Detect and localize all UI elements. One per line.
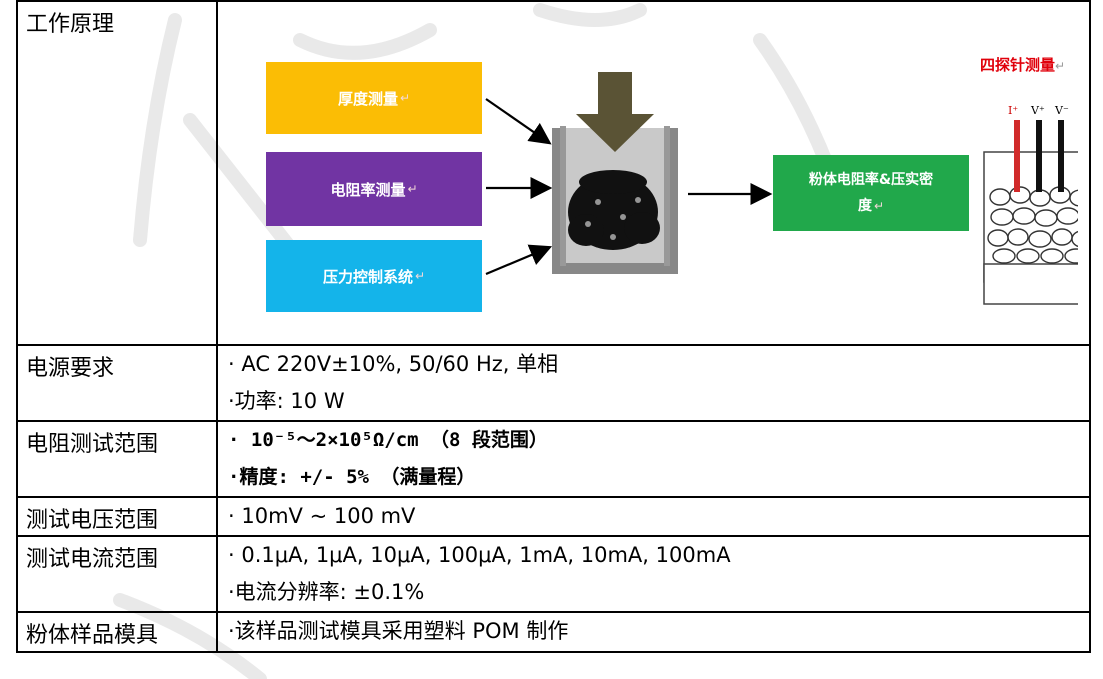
table-row: 电阻测试范围 · 10⁻⁵～2×10⁵Ω/cm （8 段范围） ·精度: +/-… <box>16 420 1091 498</box>
pressure-control-box: 压力控制系统 ↵ <box>266 240 482 312</box>
value-line: · AC 220V±10%, 50/60 Hz, 单相 <box>228 352 559 376</box>
probe-label-i-plus: I⁺ <box>1008 104 1018 117</box>
row-label: 电阻测试范围 <box>16 420 218 498</box>
row-value: · 0.1μA, 1μA, 10μA, 100μA, 1mA, 10mA, 10… <box>216 535 1091 613</box>
working-principle-diagram: I⁺ V⁺ V⁻ I⁻ 厚度测量↵ 电阻率测量↵ 压力控制系统↵ <box>218 2 1078 332</box>
row-value: · 10⁻⁵～2×10⁵Ω/cm （8 段范围） ·精度: +/- 5% （满量… <box>216 420 1091 498</box>
diagram-graphics: I⁺ V⁺ V⁻ I⁻ <box>485 72 1078 305</box>
return-mark: ↵ <box>873 199 885 213</box>
table-row: 测试电流范围 · 0.1μA, 1μA, 10μA, 100μA, 1mA, 1… <box>16 535 1091 613</box>
return-mark: ↵ <box>414 269 426 283</box>
pressure-label: 压力控制系统 <box>322 267 413 286</box>
row-label: 电源要求 <box>16 344 218 422</box>
value-line: · 10⁻⁵～2×10⁵Ω/cm （8 段范围） <box>228 429 548 451</box>
table-row: 粉体样品模具 ·该样品测试模具采用塑料 POM 制作 <box>16 611 1091 653</box>
table-row: 电源要求 · AC 220V±10%, 50/60 Hz, 单相 ·功率: 10… <box>16 344 1091 422</box>
four-probe-title-text: 四探针测量 <box>980 56 1056 74</box>
resistivity-label: 电阻率测量 <box>330 180 406 199</box>
row-label: 工作原理 <box>16 0 218 346</box>
four-probe-schematic: I⁺ V⁺ V⁻ I⁻ <box>983 104 1078 305</box>
resistivity-measurement-box: 电阻率测量 ↵ <box>266 152 482 226</box>
arrow-thickness <box>485 98 552 145</box>
value-line: · 0.1μA, 1μA, 10μA, 100μA, 1mA, 10mA, 10… <box>228 543 731 567</box>
compaction-die <box>552 72 678 274</box>
table-row: 工作原理 <box>16 0 1091 346</box>
value-line: ·电流分辨率: ±0.1% <box>228 580 425 604</box>
four-probe-title: 四探针测量↵ <box>980 54 1065 75</box>
row-value: · AC 220V±10%, 50/60 Hz, 单相 ·功率: 10 W <box>216 344 1091 422</box>
table-row: 测试电压范围 · 10mV ~ 100 mV <box>16 496 1091 537</box>
row-value: ·该样品测试模具采用塑料 POM 制作 <box>216 611 1091 653</box>
row-label: 粉体样品模具 <box>16 611 218 653</box>
output-label-line2: 度 <box>857 198 872 214</box>
value-line: ·精度: +/- 5% （满量程） <box>228 466 476 488</box>
thickness-measurement-box: 厚度测量 ↵ <box>266 62 482 134</box>
row-value: · 10mV ~ 100 mV <box>216 496 1091 537</box>
thickness-label: 厚度测量 <box>337 89 398 108</box>
row-label: 测试电流范围 <box>16 535 218 613</box>
return-mark: ↵ <box>1055 59 1066 73</box>
value-line: · 10mV ~ 100 mV <box>228 504 416 528</box>
value-line: ·该样品测试模具采用塑料 POM 制作 <box>228 619 569 643</box>
row-label: 测试电压范围 <box>16 496 218 537</box>
return-mark: ↵ <box>399 91 411 105</box>
probe-label-v-plus: V⁺ <box>1030 104 1045 117</box>
output-result-box: 粉体电阻率&压实密 度 ↵ <box>773 155 969 231</box>
output-label-line1: 粉体电阻率&压实密 <box>808 172 934 188</box>
value-line: ·功率: 10 W <box>228 389 345 413</box>
diagram-cell: I⁺ V⁺ V⁻ I⁻ 厚度测量↵ 电阻率测量↵ 压力控制系统↵ <box>216 0 1091 346</box>
spec-table: 工作原理 <box>16 0 1091 653</box>
probe-label-v-minus: V⁻ <box>1054 104 1069 117</box>
return-mark: ↵ <box>407 182 418 196</box>
arrow-pressure <box>485 244 553 276</box>
